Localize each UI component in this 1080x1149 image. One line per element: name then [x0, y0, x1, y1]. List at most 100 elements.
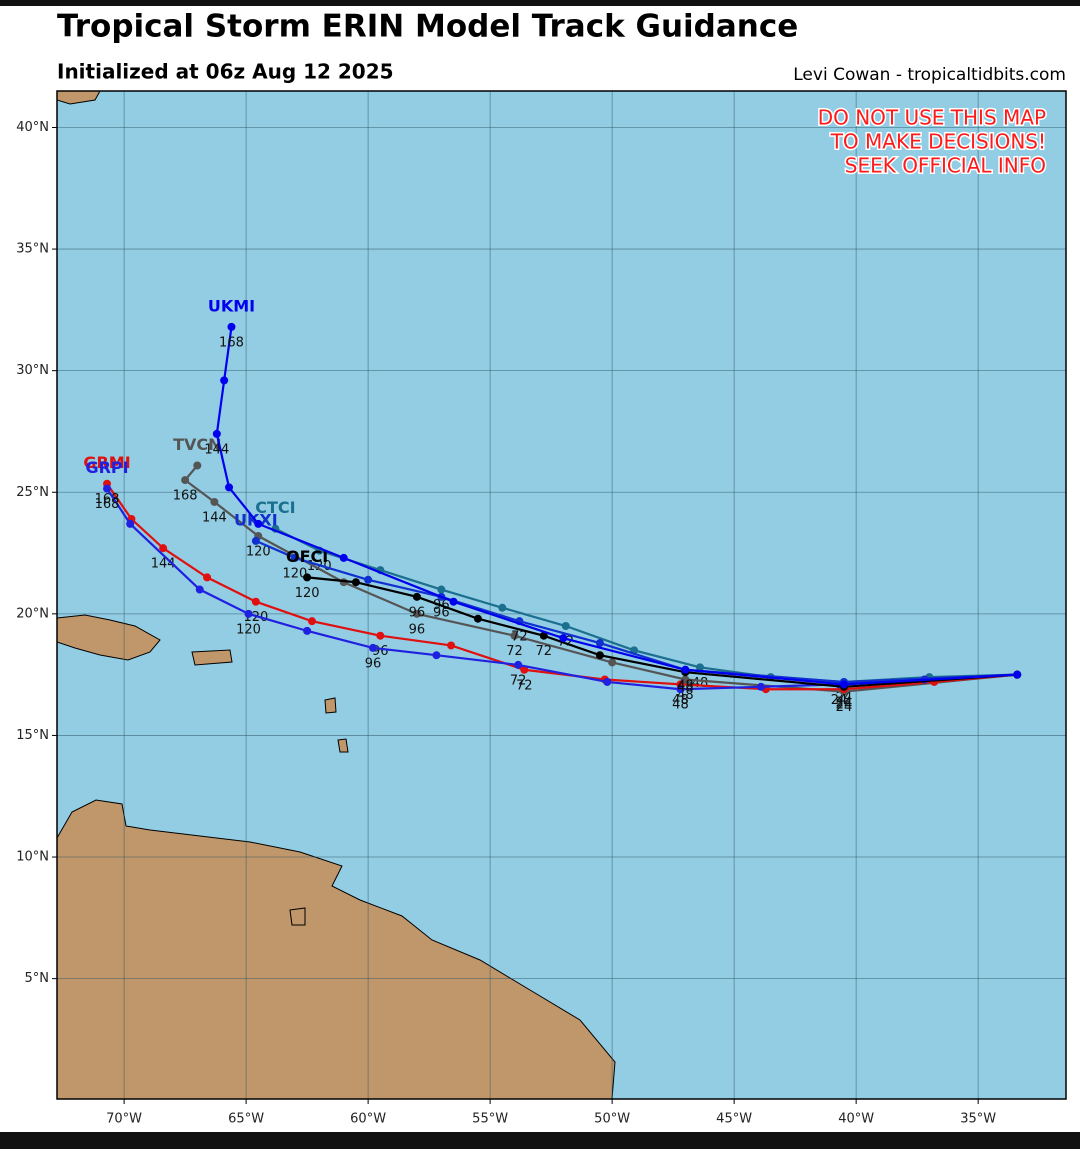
- track-point: [520, 665, 529, 674]
- forecast-hour-label: 24: [836, 690, 853, 705]
- top-bar: [0, 0, 1080, 6]
- track-point: [559, 634, 568, 643]
- lat-tick-label: 15°N: [16, 728, 49, 743]
- lat-tick-label: 30°N: [16, 363, 49, 378]
- track-point: [839, 680, 848, 689]
- bottom-bar: [0, 1132, 1080, 1149]
- track-point: [339, 553, 348, 562]
- track-point: [676, 685, 685, 694]
- track-point: [212, 429, 221, 438]
- lon-tick-label: 65°W: [228, 1112, 264, 1127]
- forecast-hour-label: 24: [836, 700, 853, 715]
- track-point: [254, 519, 263, 528]
- model-name: GRMI: [83, 453, 130, 472]
- warning-line: SEEK OFFICIAL INFO: [845, 154, 1046, 178]
- track-point: [290, 553, 299, 562]
- forecast-hour-label: 120: [246, 545, 271, 560]
- forecast-hour-label: 72: [510, 673, 527, 688]
- track-point: [498, 603, 507, 612]
- forecast-hour-label: 96: [365, 656, 382, 671]
- puerto-rico: [191, 649, 233, 666]
- lat-tick-label: 10°N: [16, 850, 49, 865]
- land: [57, 91, 616, 1099]
- track-point: [510, 631, 519, 640]
- lat-tick-label: 20°N: [16, 606, 49, 621]
- forecast-hour-label: 48: [677, 681, 694, 696]
- guadeloupe: [324, 697, 337, 714]
- forecast-hour-label: 120: [236, 622, 261, 637]
- forecast-hour-label: 72: [506, 644, 523, 659]
- title: Tropical Storm ERIN Model Track Guidance: [57, 9, 798, 45]
- track-point: [203, 573, 212, 582]
- track-point: [159, 544, 168, 553]
- forecast-hour-label: 168: [219, 335, 244, 350]
- track-point: [437, 585, 446, 594]
- track-point: [595, 639, 604, 648]
- credit: Levi Cowan - tropicaltidbits.com: [793, 65, 1066, 85]
- forecast-hour-label: 96: [433, 605, 450, 620]
- lon-tick-label: 50°W: [594, 1112, 630, 1127]
- forecast-hour-label: 72: [536, 644, 553, 659]
- forecast-hour-label: 24: [831, 693, 848, 708]
- track-point: [756, 682, 765, 691]
- forecast-hour-label: 168: [95, 497, 120, 512]
- lon-tick-label: 60°W: [350, 1112, 386, 1127]
- forecast-hour-label: 96: [409, 622, 426, 637]
- track-point: [681, 665, 690, 674]
- track-point: [603, 677, 612, 686]
- track-point: [193, 461, 202, 470]
- track-point: [220, 376, 229, 385]
- track-point: [251, 597, 260, 606]
- trinidad: [289, 907, 306, 926]
- warning-line: DO NOT USE THIS MAP: [818, 106, 1046, 130]
- track-point: [432, 651, 441, 660]
- model-name: CTCI: [255, 498, 295, 517]
- track-point: [251, 536, 260, 545]
- lat-tick-label: 35°N: [16, 242, 49, 257]
- track-point: [595, 651, 604, 660]
- track-point: [514, 660, 523, 669]
- lon-tick-label: 35°W: [960, 1112, 996, 1127]
- track-point: [103, 484, 112, 493]
- model-name: TVCN: [173, 435, 221, 454]
- track-point: [126, 519, 135, 528]
- warning-line: TO MAKE DECISIONS!: [830, 130, 1046, 154]
- lon-tick-label: 55°W: [472, 1112, 508, 1127]
- track-point: [449, 597, 458, 606]
- track-point: [1013, 670, 1022, 679]
- track-point: [307, 617, 316, 626]
- track-point: [227, 322, 236, 331]
- model-name: GRPI: [85, 458, 128, 477]
- subtitle: Initialized at 06z Aug 12 2025: [57, 60, 394, 84]
- track-point: [303, 626, 312, 635]
- forecast-hour-label: 48: [672, 698, 689, 713]
- track-point: [303, 573, 312, 582]
- forecast-hour-label: 72: [516, 678, 533, 693]
- lat-tick-label: 5°N: [25, 971, 50, 986]
- forecast-hour-label: 48: [677, 678, 694, 693]
- hispaniola: [57, 614, 161, 661]
- map-frame: [56, 90, 1067, 1100]
- lon-tick-label: 45°W: [716, 1112, 752, 1127]
- track-point: [368, 643, 377, 652]
- track-point: [225, 483, 234, 492]
- forecast-hour-label: 24: [836, 698, 853, 713]
- track-point: [376, 631, 385, 640]
- forecast-hour-label: 168: [173, 489, 198, 504]
- track-point: [181, 476, 190, 485]
- track-point: [473, 614, 482, 623]
- track-point: [364, 575, 373, 584]
- forecast-hour-label: 96: [409, 605, 426, 620]
- martinique: [337, 738, 349, 753]
- track-point: [447, 641, 456, 650]
- forecast-hour-label: 144: [202, 510, 227, 525]
- track-point: [695, 663, 704, 672]
- lat-tick-label: 25°N: [16, 485, 49, 500]
- south-america: [57, 799, 616, 1099]
- track-point: [210, 497, 219, 506]
- track-point: [195, 585, 204, 594]
- track-point: [681, 675, 690, 684]
- model-name: OFCI: [286, 547, 328, 566]
